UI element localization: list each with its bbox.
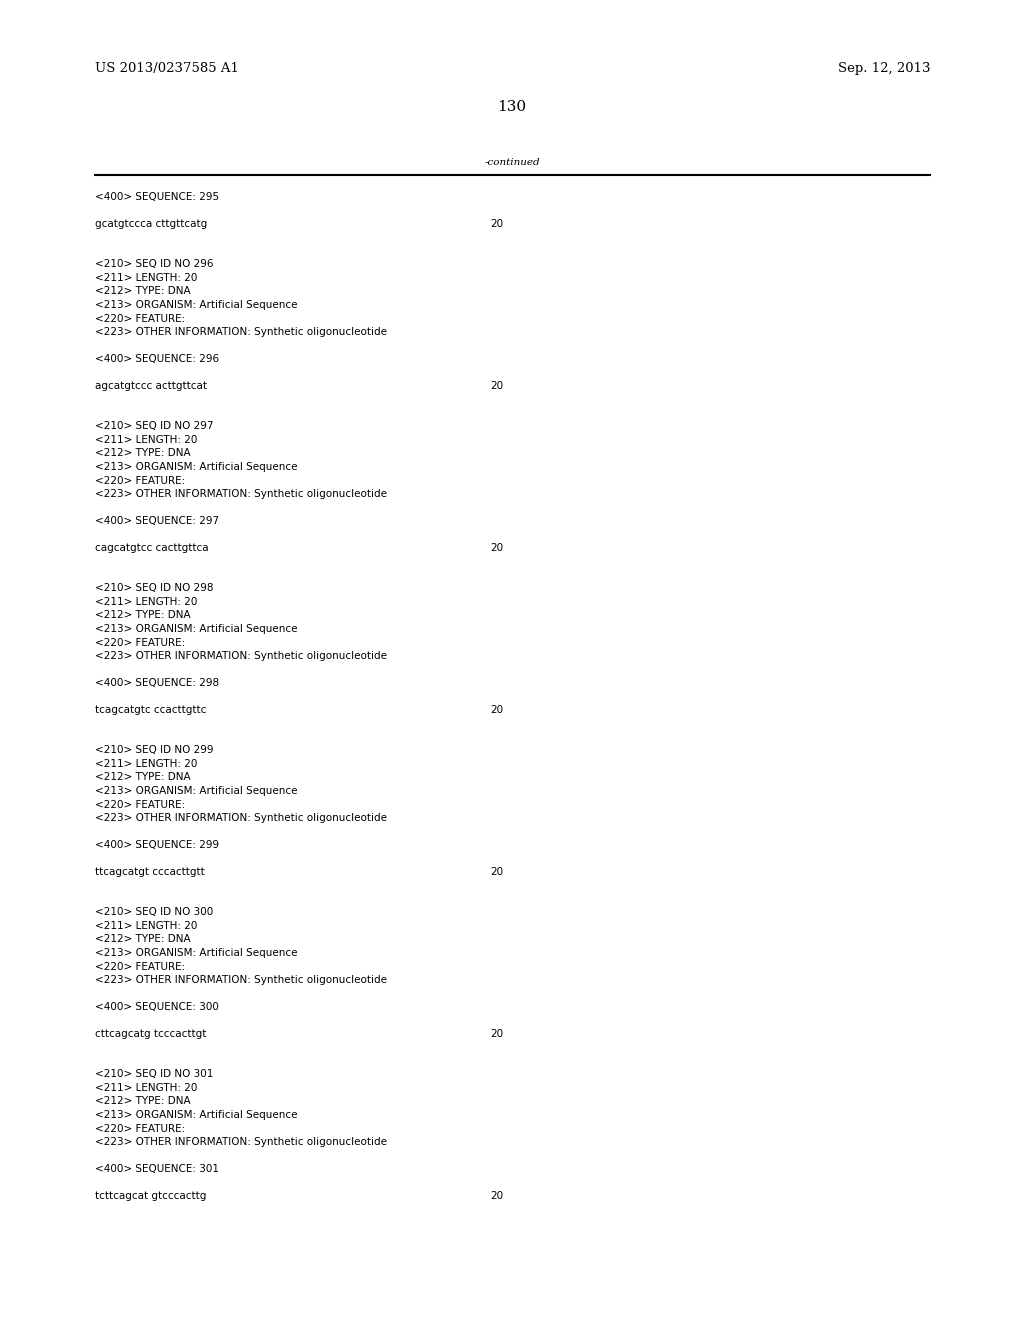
Text: <212> TYPE: DNA: <212> TYPE: DNA xyxy=(95,772,190,783)
Text: <210> SEQ ID NO 300: <210> SEQ ID NO 300 xyxy=(95,908,213,917)
Text: 20: 20 xyxy=(490,381,503,391)
Text: <400> SEQUENCE: 298: <400> SEQUENCE: 298 xyxy=(95,678,219,688)
Text: <400> SEQUENCE: 296: <400> SEQUENCE: 296 xyxy=(95,354,219,364)
Text: <400> SEQUENCE: 300: <400> SEQUENCE: 300 xyxy=(95,1002,219,1012)
Text: <212> TYPE: DNA: <212> TYPE: DNA xyxy=(95,935,190,945)
Text: cagcatgtcc cacttgttca: cagcatgtcc cacttgttca xyxy=(95,543,209,553)
Text: -continued: -continued xyxy=(484,158,540,168)
Text: <223> OTHER INFORMATION: Synthetic oligonucleotide: <223> OTHER INFORMATION: Synthetic oligo… xyxy=(95,975,387,985)
Text: <213> ORGANISM: Artificial Sequence: <213> ORGANISM: Artificial Sequence xyxy=(95,785,298,796)
Text: <210> SEQ ID NO 298: <210> SEQ ID NO 298 xyxy=(95,583,213,594)
Text: 20: 20 xyxy=(490,705,503,715)
Text: tcttcagcat gtcccacttg: tcttcagcat gtcccacttg xyxy=(95,1191,207,1201)
Text: gcatgtccca cttgttcatg: gcatgtccca cttgttcatg xyxy=(95,219,207,228)
Text: <220> FEATURE:: <220> FEATURE: xyxy=(95,638,185,648)
Text: 20: 20 xyxy=(490,1191,503,1201)
Text: Sep. 12, 2013: Sep. 12, 2013 xyxy=(838,62,930,75)
Text: 20: 20 xyxy=(490,1030,503,1039)
Text: <213> ORGANISM: Artificial Sequence: <213> ORGANISM: Artificial Sequence xyxy=(95,624,298,634)
Text: agcatgtccc acttgttcat: agcatgtccc acttgttcat xyxy=(95,381,207,391)
Text: <213> ORGANISM: Artificial Sequence: <213> ORGANISM: Artificial Sequence xyxy=(95,462,298,473)
Text: <400> SEQUENCE: 295: <400> SEQUENCE: 295 xyxy=(95,191,219,202)
Text: 20: 20 xyxy=(490,543,503,553)
Text: <400> SEQUENCE: 299: <400> SEQUENCE: 299 xyxy=(95,840,219,850)
Text: 20: 20 xyxy=(490,219,503,228)
Text: 20: 20 xyxy=(490,867,503,876)
Text: <220> FEATURE:: <220> FEATURE: xyxy=(95,314,185,323)
Text: US 2013/0237585 A1: US 2013/0237585 A1 xyxy=(95,62,239,75)
Text: <400> SEQUENCE: 297: <400> SEQUENCE: 297 xyxy=(95,516,219,525)
Text: <210> SEQ ID NO 301: <210> SEQ ID NO 301 xyxy=(95,1069,213,1080)
Text: ttcagcatgt cccacttgtt: ttcagcatgt cccacttgtt xyxy=(95,867,205,876)
Text: <213> ORGANISM: Artificial Sequence: <213> ORGANISM: Artificial Sequence xyxy=(95,1110,298,1119)
Text: <212> TYPE: DNA: <212> TYPE: DNA xyxy=(95,610,190,620)
Text: tcagcatgtc ccacttgttc: tcagcatgtc ccacttgttc xyxy=(95,705,207,715)
Text: 130: 130 xyxy=(498,100,526,114)
Text: <220> FEATURE:: <220> FEATURE: xyxy=(95,475,185,486)
Text: <213> ORGANISM: Artificial Sequence: <213> ORGANISM: Artificial Sequence xyxy=(95,300,298,310)
Text: <223> OTHER INFORMATION: Synthetic oligonucleotide: <223> OTHER INFORMATION: Synthetic oligo… xyxy=(95,1137,387,1147)
Text: <220> FEATURE:: <220> FEATURE: xyxy=(95,1123,185,1134)
Text: <211> LENGTH: 20: <211> LENGTH: 20 xyxy=(95,921,198,931)
Text: <223> OTHER INFORMATION: Synthetic oligonucleotide: <223> OTHER INFORMATION: Synthetic oligo… xyxy=(95,327,387,337)
Text: <212> TYPE: DNA: <212> TYPE: DNA xyxy=(95,286,190,297)
Text: <211> LENGTH: 20: <211> LENGTH: 20 xyxy=(95,1082,198,1093)
Text: <213> ORGANISM: Artificial Sequence: <213> ORGANISM: Artificial Sequence xyxy=(95,948,298,958)
Text: <223> OTHER INFORMATION: Synthetic oligonucleotide: <223> OTHER INFORMATION: Synthetic oligo… xyxy=(95,813,387,822)
Text: <210> SEQ ID NO 296: <210> SEQ ID NO 296 xyxy=(95,260,213,269)
Text: <220> FEATURE:: <220> FEATURE: xyxy=(95,961,185,972)
Text: cttcagcatg tcccacttgt: cttcagcatg tcccacttgt xyxy=(95,1030,207,1039)
Text: <211> LENGTH: 20: <211> LENGTH: 20 xyxy=(95,759,198,770)
Text: <210> SEQ ID NO 299: <210> SEQ ID NO 299 xyxy=(95,746,213,755)
Text: <211> LENGTH: 20: <211> LENGTH: 20 xyxy=(95,273,198,282)
Text: <223> OTHER INFORMATION: Synthetic oligonucleotide: <223> OTHER INFORMATION: Synthetic oligo… xyxy=(95,651,387,661)
Text: <212> TYPE: DNA: <212> TYPE: DNA xyxy=(95,1097,190,1106)
Text: <220> FEATURE:: <220> FEATURE: xyxy=(95,800,185,809)
Text: <223> OTHER INFORMATION: Synthetic oligonucleotide: <223> OTHER INFORMATION: Synthetic oligo… xyxy=(95,488,387,499)
Text: <211> LENGTH: 20: <211> LENGTH: 20 xyxy=(95,436,198,445)
Text: <211> LENGTH: 20: <211> LENGTH: 20 xyxy=(95,597,198,607)
Text: <400> SEQUENCE: 301: <400> SEQUENCE: 301 xyxy=(95,1164,219,1173)
Text: <212> TYPE: DNA: <212> TYPE: DNA xyxy=(95,449,190,458)
Text: <210> SEQ ID NO 297: <210> SEQ ID NO 297 xyxy=(95,421,213,432)
